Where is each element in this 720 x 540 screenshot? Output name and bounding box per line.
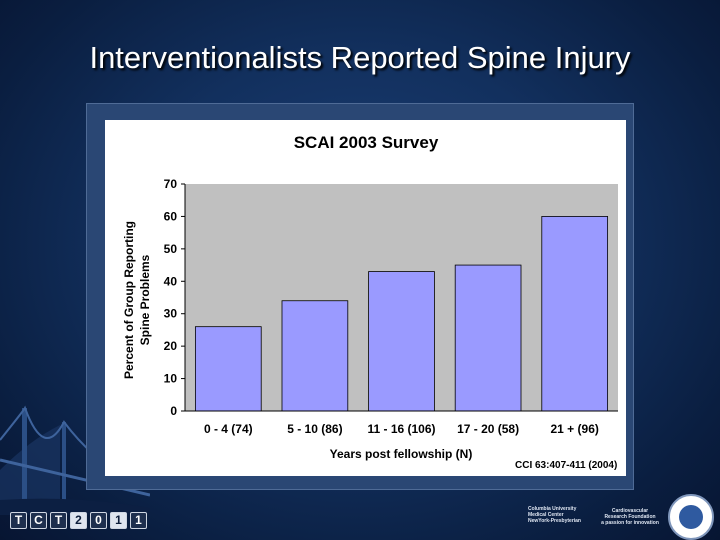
y-tick-label: 50 — [164, 242, 178, 256]
tct-logo-letter: T — [10, 512, 27, 529]
y-tick-label: 10 — [164, 372, 178, 386]
institution-seal-logo — [668, 494, 714, 540]
columbia-nyp-logo: Columbia University Medical Center NewYo… — [528, 506, 603, 524]
x-category-label: 21 + (96) — [551, 422, 599, 436]
tct-logo-letter: C — [30, 512, 47, 529]
golden-gate-bridge-image — [0, 405, 150, 515]
sponsor-line: Research Foundation — [604, 514, 656, 520]
bar — [194, 326, 262, 412]
seal-emblem — [679, 505, 703, 529]
sponsor-line: Columbia University — [528, 506, 577, 512]
y-tick-label: 40 — [164, 274, 178, 288]
bar — [454, 264, 522, 412]
y-tick-label: 30 — [164, 307, 178, 321]
y-axis-title-line-2: Spine Problems — [138, 254, 152, 345]
sponsor-line: NewYork-Presbyterian — [528, 518, 581, 524]
chart-panel: SCAI 2003 Survey 0 10 20 30 40 50 60 70 0 - 4 (7… — [105, 120, 626, 476]
tct-logo-digit: 0 — [90, 512, 107, 529]
chart-title: SCAI 2003 Survey — [294, 133, 439, 152]
tct-logo-digit: 1 — [130, 512, 147, 529]
bar — [368, 271, 435, 412]
crf-logo: Cardiovascular Research Foundation a pas… — [600, 508, 660, 526]
x-category-label: 17 - 20 (58) — [457, 422, 519, 436]
tct-2011-logo: T C T 2 0 1 1 — [10, 512, 147, 529]
sponsor-line: Medical Center — [528, 512, 564, 518]
citation: CCI 63:407-411 (2004) — [515, 460, 617, 471]
y-tick-label: 70 — [164, 177, 178, 191]
bar — [281, 300, 349, 412]
x-axis-title: Years post fellowship (N) — [330, 447, 473, 461]
tct-logo-letter: T — [50, 512, 67, 529]
slide-title: Interventionalists Reported Spine Injury — [89, 40, 631, 75]
y-axis-title-line-1: Percent of Group Reporting — [122, 221, 136, 379]
x-category-label: 0 - 4 (74) — [204, 422, 253, 436]
tct-logo-digit: 2 — [70, 512, 87, 529]
y-tick-label: 0 — [170, 404, 177, 418]
sponsor-line: Cardiovascular — [611, 508, 649, 514]
bar — [541, 216, 609, 412]
tct-logo-digit: 1 — [110, 512, 127, 529]
y-tick-label: 20 — [164, 339, 178, 353]
bar-chart: SCAI 2003 Survey 0 10 20 30 40 50 60 70 0 - 4 (7… — [122, 133, 618, 471]
x-category-label: 5 - 10 (86) — [287, 422, 342, 436]
y-tick-label: 60 — [164, 209, 178, 223]
x-category-label: 11 - 16 (106) — [367, 422, 435, 436]
sponsor-line: a passion for innovation — [601, 520, 659, 526]
